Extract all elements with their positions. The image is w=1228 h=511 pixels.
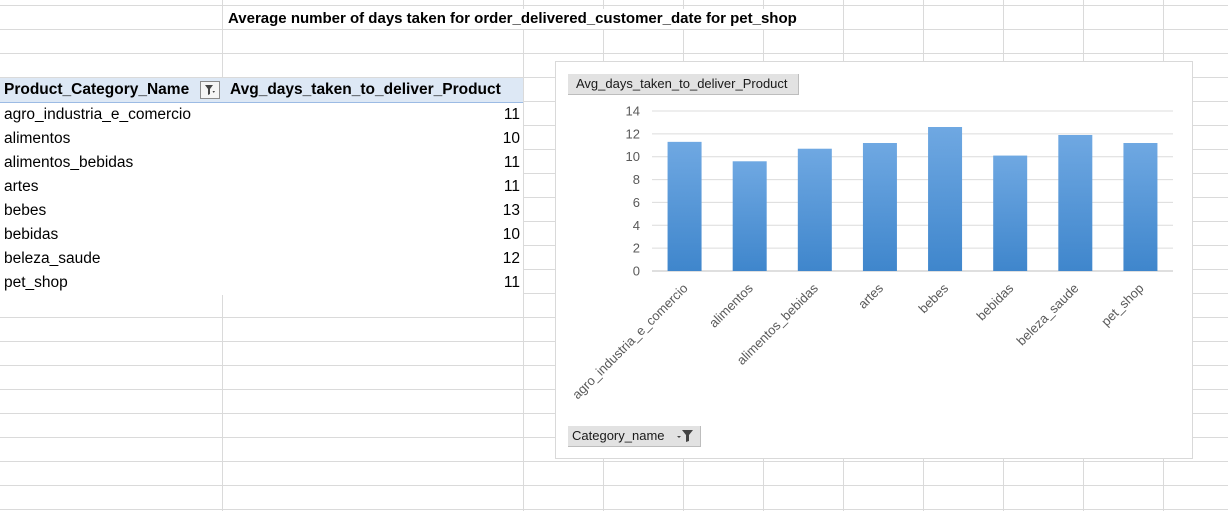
chart-plot-area: 0 2 4 6 8 10 12 14 agro_industria_e_comercio ali… bbox=[569, 104, 1173, 402]
x-tick-label: bebidas bbox=[973, 280, 1016, 323]
x-tick-label: agro_industria_e_comercio bbox=[569, 281, 690, 402]
bar-bebes[interactable] bbox=[928, 127, 963, 271]
row-avg-days-value[interactable]: 13 bbox=[502, 202, 520, 219]
table-row[interactable]: beleza_saude 12 bbox=[0, 247, 523, 271]
x-tick-label: artes bbox=[855, 280, 886, 311]
bar-artes[interactable] bbox=[862, 143, 897, 271]
row-avg-days-value[interactable]: 12 bbox=[502, 250, 520, 267]
bar-alimentos[interactable] bbox=[732, 161, 767, 271]
row-avg-days-value[interactable]: 11 bbox=[503, 106, 520, 123]
row-avg-days-value[interactable]: 11 bbox=[503, 178, 520, 195]
bar-beleza_saude[interactable] bbox=[1058, 135, 1093, 271]
table-row[interactable]: alimentos 10 bbox=[0, 127, 523, 151]
pivot-header-category[interactable]: Product_Category_Name bbox=[4, 81, 190, 98]
row-category-name[interactable]: beleza_saude bbox=[4, 250, 101, 267]
x-tick-label: beleza_saude bbox=[1014, 281, 1082, 349]
bar-agro_industria_e_comercio[interactable] bbox=[667, 141, 702, 271]
pivot-header-row: Product_Category_Name Avg_days_taken_to_… bbox=[0, 78, 523, 103]
y-tick-label: 6 bbox=[633, 195, 640, 210]
y-tick-label: 12 bbox=[626, 126, 640, 141]
x-tick-label: alimentos bbox=[706, 280, 756, 330]
bar-bebidas[interactable] bbox=[993, 155, 1028, 271]
y-tick-label: 14 bbox=[626, 104, 640, 119]
pivot-header-value[interactable]: Avg_days_taken_to_deliver_Product bbox=[230, 81, 501, 98]
row-category-name[interactable]: pet_shop bbox=[4, 274, 68, 291]
y-tick-label: 2 bbox=[633, 241, 640, 256]
pivot-chart[interactable]: 0 2 4 6 8 10 12 14 agro_industria_e_comercio ali… bbox=[555, 61, 1193, 459]
filter-dropdown-icon[interactable] bbox=[676, 429, 694, 443]
axis-field-label: Category_name bbox=[572, 428, 665, 443]
table-row[interactable]: artes 11 bbox=[0, 175, 523, 199]
row-category-name[interactable]: bebes bbox=[4, 202, 47, 219]
row-avg-days-value[interactable]: 11 bbox=[503, 274, 520, 291]
row-avg-days-value[interactable]: 10 bbox=[502, 226, 520, 243]
pivot-table[interactable]: Product_Category_Name Avg_days_taken_to_… bbox=[0, 78, 523, 295]
column-divider bbox=[523, 0, 524, 511]
table-row[interactable]: bebidas 10 bbox=[0, 223, 523, 247]
y-tick-label: 10 bbox=[626, 149, 640, 164]
table-row[interactable]: bebes 13 bbox=[0, 199, 523, 223]
bar-alimentos_bebidas[interactable] bbox=[797, 148, 832, 271]
table-row[interactable]: alimentos_bebidas 11 bbox=[0, 151, 523, 175]
value-field-button[interactable]: Avg_days_taken_to_deliver_Product bbox=[568, 74, 799, 95]
y-tick-label: 4 bbox=[633, 218, 640, 233]
table-row[interactable]: pet_shop 11 bbox=[0, 271, 523, 295]
y-tick-label: 8 bbox=[633, 172, 640, 187]
row-avg-days-value[interactable]: 11 bbox=[503, 154, 520, 171]
bar-pet_shop[interactable] bbox=[1123, 143, 1158, 271]
axis-field-button[interactable]: Category_name bbox=[568, 426, 701, 447]
row-category-name[interactable]: agro_industria_e_comercio bbox=[4, 106, 191, 123]
x-tick-label: bebes bbox=[916, 280, 952, 316]
row-category-name[interactable]: artes bbox=[4, 178, 39, 195]
page-title: Average number of days taken for order_d… bbox=[226, 9, 799, 29]
row-category-name[interactable]: alimentos bbox=[4, 130, 71, 147]
row-category-name[interactable]: alimentos_bebidas bbox=[4, 154, 134, 171]
y-tick-label: 0 bbox=[633, 264, 640, 279]
filter-dropdown-icon[interactable] bbox=[200, 81, 220, 99]
row-category-name[interactable]: bebidas bbox=[4, 226, 59, 243]
x-tick-label: pet_shop bbox=[1098, 281, 1146, 329]
table-row[interactable]: agro_industria_e_comercio 11 bbox=[0, 103, 523, 127]
row-avg-days-value[interactable]: 10 bbox=[502, 130, 520, 147]
